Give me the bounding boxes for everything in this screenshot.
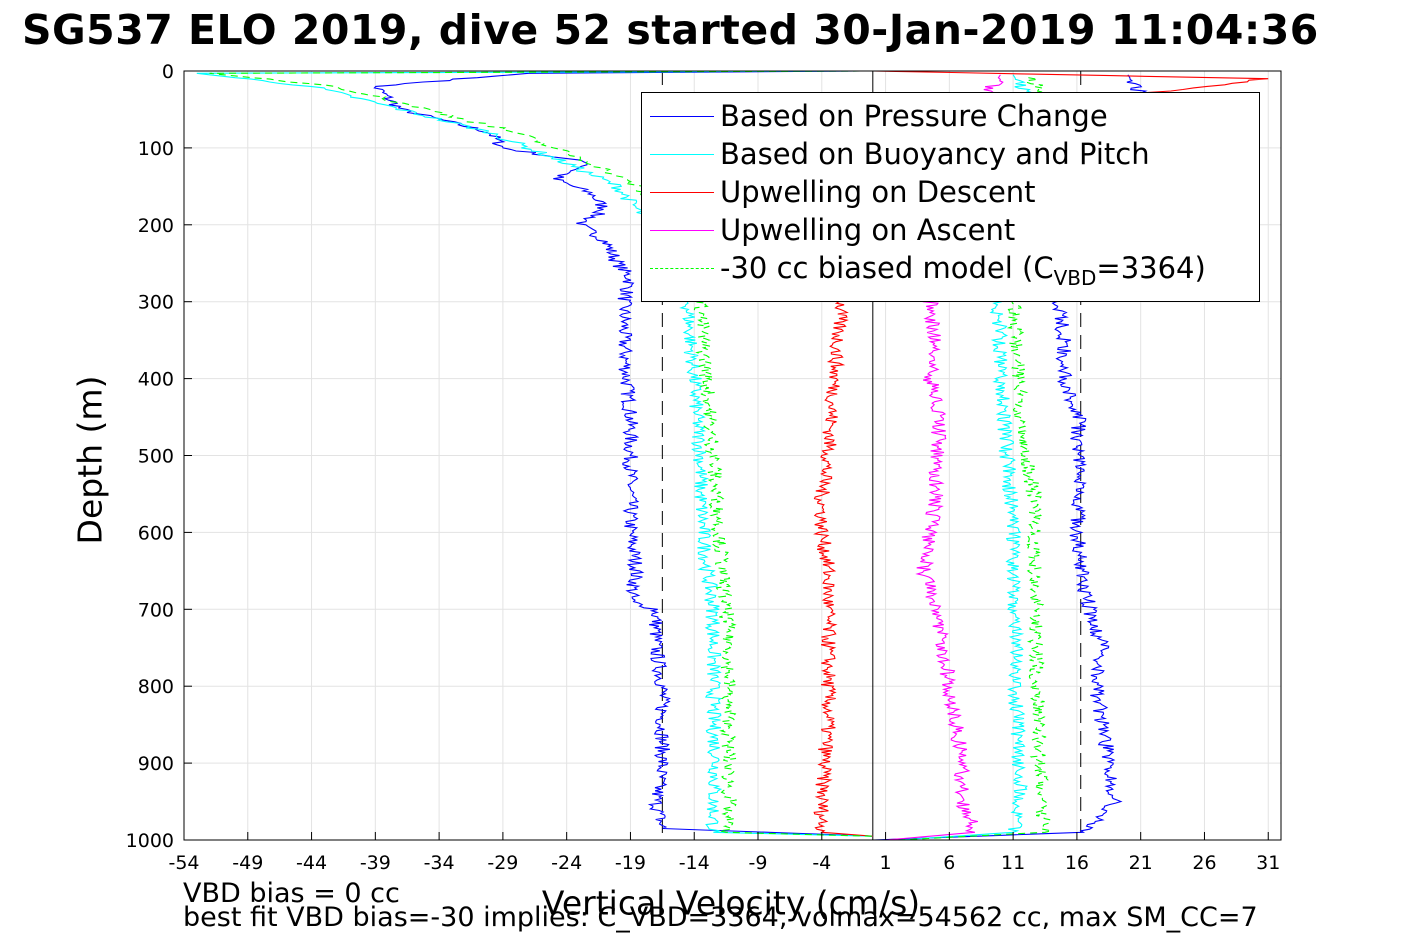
x-tick-label: -24 [551,852,582,874]
x-tick-label: -49 [232,852,263,874]
legend-label-upwelling-ascent: Upwelling on Ascent [720,213,1016,247]
x-tick-label: -19 [615,852,646,874]
y-tick-label: 100 [138,138,174,160]
x-tick-label: 11 [1001,852,1025,874]
x-tick-label: -9 [749,852,768,874]
x-tick-label: 16 [1065,852,1089,874]
legend-label-biased-model-prefix: -30 cc biased model (C [720,251,1054,285]
ticks: -54 -49 -44 -39 -34 -29 -24 -19 -14 -9 -4 1 6 11 16 21 2… [126,61,1281,874]
x-tick-label: -14 [679,852,710,874]
y-tick-label: 900 [138,753,174,775]
x-tick-label: -34 [424,852,455,874]
y-tick-label: 200 [138,215,174,237]
y-tick-label: 300 [138,292,174,314]
legend-swatch-pressure [650,116,714,117]
legend-entry-upwelling-ascent: Upwelling on Ascent [642,209,1259,247]
x-tick-label: -4 [812,852,831,874]
legend-swatch-upwelling-ascent [650,230,714,231]
y-tick-label: 400 [138,369,174,391]
legend-swatch-upwelling-descent [650,192,714,193]
x-axis-label: Vertical Velocity (cm/s) [541,883,921,923]
x-tick-label: -44 [296,852,327,874]
legend-label-biased-model-suffix: =3364) [1096,251,1206,285]
x-tick-label: 1 [880,852,892,874]
x-tick-label: 31 [1256,852,1280,874]
legend-label-buoyancy: Based on Buoyancy and Pitch [720,137,1150,171]
best-fit-note: best fit VBD bias=-30 implies: C_VBD=336… [183,902,1258,933]
x-tick-label: -29 [487,852,518,874]
x-tick-label: 26 [1192,852,1216,874]
legend-entry-pressure: Based on Pressure Change [642,95,1259,133]
x-tick-label: 21 [1129,852,1153,874]
x-tick-label: -39 [360,852,391,874]
page-title: SG537 ELO 2019, dive 52 started 30-Jan-2… [22,6,1319,54]
y-axis-label: Depth (m) [70,375,110,545]
y-tick-label: 700 [138,599,174,621]
legend-label-upwelling-descent: Upwelling on Descent [720,175,1036,209]
legend-label-biased-model-sub: VBD [1053,265,1097,290]
legend-swatch-biased-model [650,268,714,269]
series-line [373,70,873,837]
y-tick-label: 1000 [126,830,174,852]
series-line [196,70,873,837]
x-tick-label: 6 [943,852,955,874]
legend-label-biased-model: -30 cc biased model (CVBD=3364) [720,251,1206,290]
vbd-bias-note: VBD bias = 0 cc [183,878,400,909]
y-tick-label: 500 [138,446,174,468]
legend-entry-buoyancy: Based on Buoyancy and Pitch [642,133,1259,171]
legend-swatch-buoyancy [650,154,714,155]
y-tick-label: 800 [138,676,174,698]
y-tick-label: 0 [162,61,174,83]
legend-entry-upwelling-descent: Upwelling on Descent [642,171,1259,209]
legend-entry-biased-model: -30 cc biased model (CVBD=3364) [642,247,1259,290]
x-tick-label: -54 [168,852,199,874]
legend: Based on Pressure Change Based on Buoyan… [641,92,1260,302]
legend-label-pressure: Based on Pressure Change [720,99,1108,133]
y-tick-label: 600 [138,522,174,544]
